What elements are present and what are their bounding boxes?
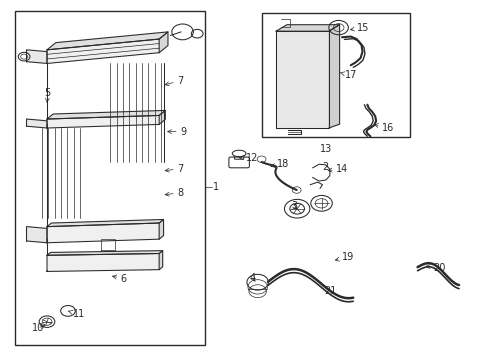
- Text: 19: 19: [335, 252, 353, 262]
- Polygon shape: [26, 119, 47, 128]
- Text: 12: 12: [239, 153, 257, 163]
- Text: 9: 9: [167, 127, 186, 136]
- Polygon shape: [47, 223, 159, 243]
- Text: 2: 2: [322, 162, 328, 172]
- Polygon shape: [159, 111, 165, 125]
- Polygon shape: [47, 116, 159, 128]
- Text: 4: 4: [249, 273, 255, 283]
- Text: 13: 13: [319, 144, 331, 154]
- Text: 20: 20: [425, 262, 445, 273]
- Polygon shape: [47, 220, 163, 226]
- Text: 7: 7: [165, 76, 183, 86]
- Bar: [15, 12, 205, 345]
- Text: 7: 7: [165, 163, 183, 174]
- Polygon shape: [328, 25, 339, 128]
- Polygon shape: [159, 251, 163, 270]
- Text: 16: 16: [374, 123, 393, 133]
- Text: 1: 1: [212, 182, 219, 192]
- Text: 11: 11: [68, 310, 85, 319]
- Text: 8: 8: [165, 188, 183, 198]
- Polygon shape: [159, 220, 163, 239]
- Text: 6: 6: [112, 274, 126, 284]
- Text: 3: 3: [291, 201, 297, 211]
- Text: 17: 17: [340, 70, 356, 80]
- Bar: [261, 13, 409, 137]
- Text: 5: 5: [44, 88, 51, 103]
- Polygon shape: [26, 50, 47, 63]
- Text: 14: 14: [327, 164, 348, 174]
- Polygon shape: [47, 253, 159, 271]
- Polygon shape: [276, 31, 328, 128]
- Polygon shape: [47, 251, 163, 255]
- Text: 10: 10: [32, 323, 45, 333]
- Text: 21: 21: [324, 286, 336, 296]
- Text: 18: 18: [270, 159, 289, 169]
- Polygon shape: [276, 25, 339, 31]
- Polygon shape: [26, 226, 47, 243]
- Polygon shape: [47, 32, 167, 50]
- Text: 15: 15: [350, 23, 368, 33]
- Polygon shape: [47, 39, 159, 63]
- Polygon shape: [47, 111, 165, 119]
- Polygon shape: [159, 32, 167, 53]
